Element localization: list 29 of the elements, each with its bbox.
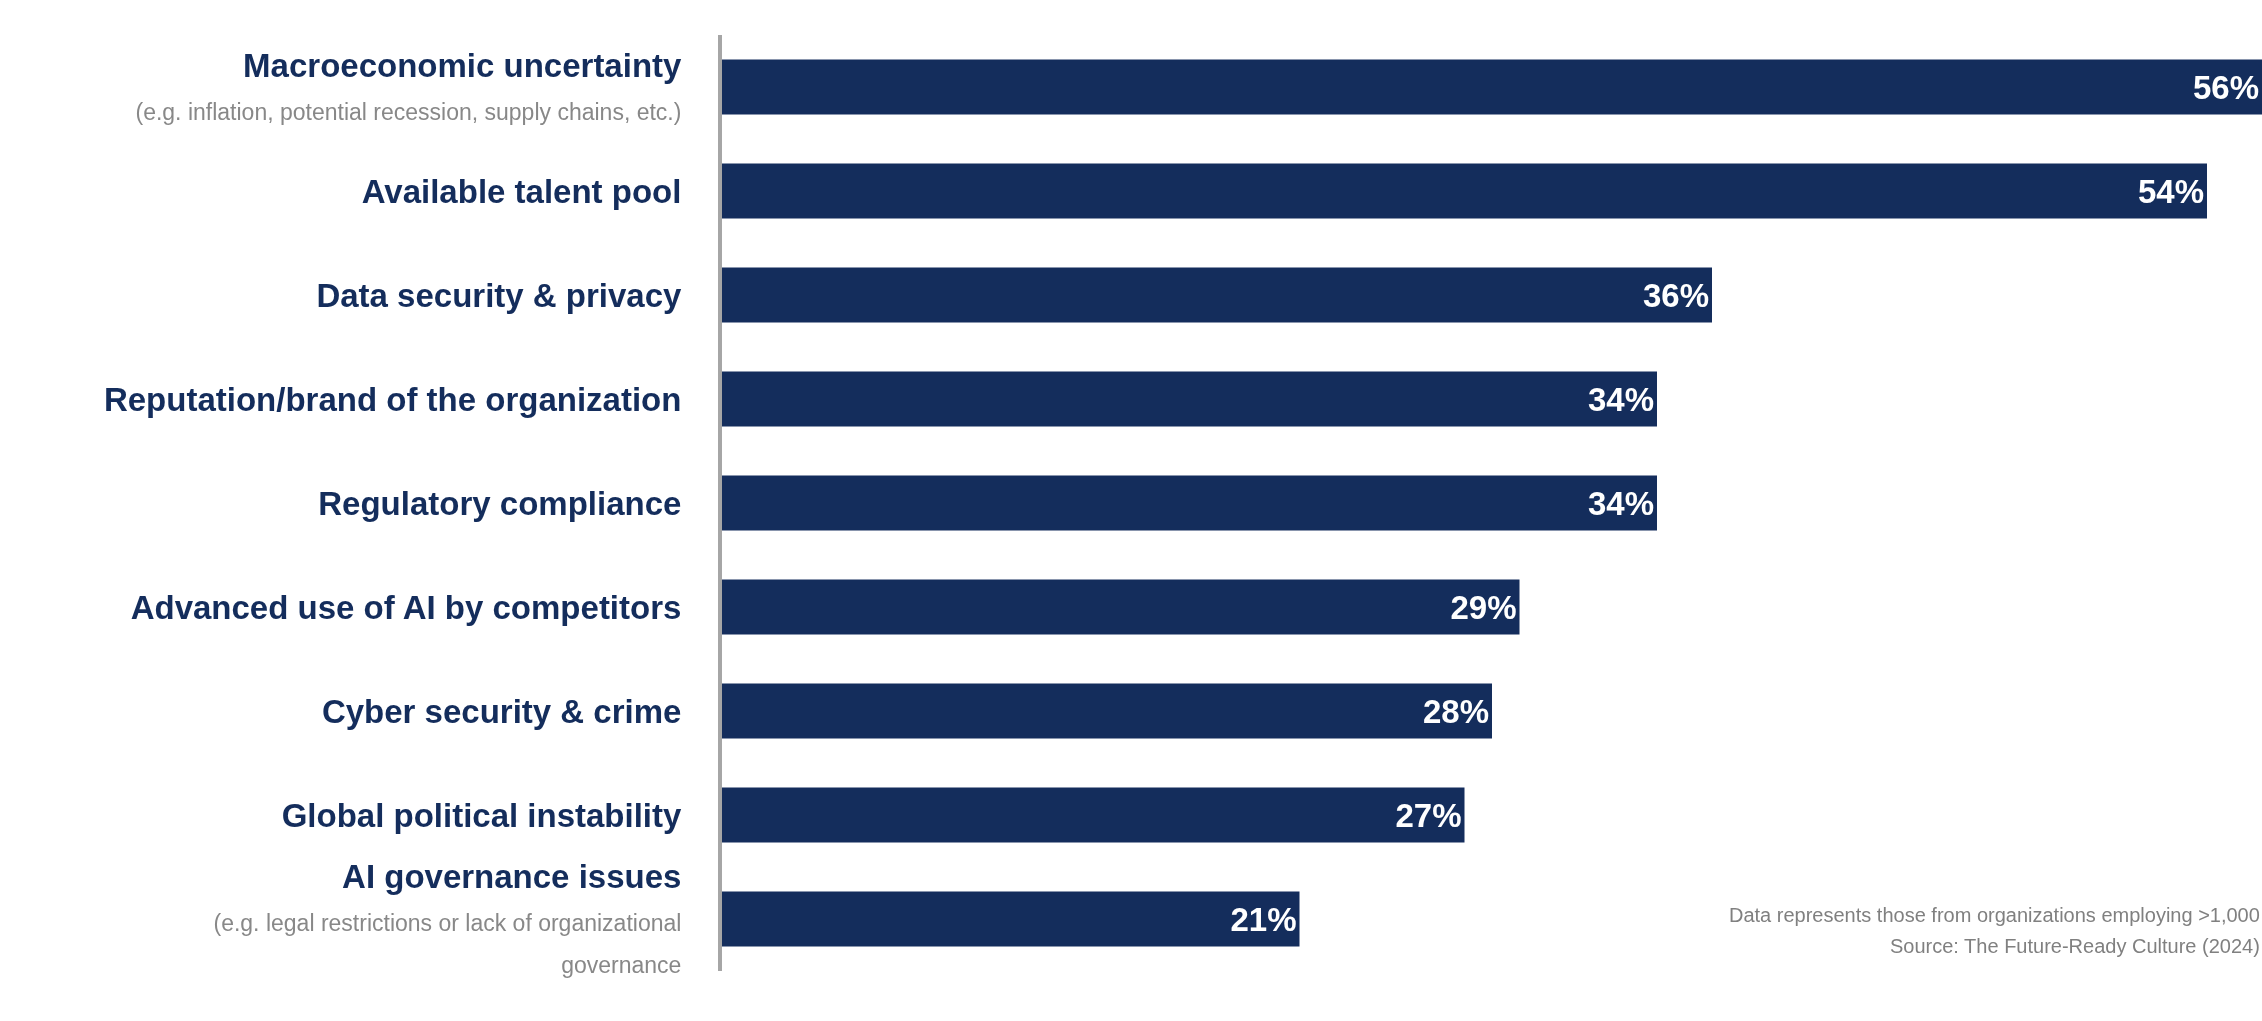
y-tick-label: Data security & privacy — [316, 276, 683, 314]
y-tick-label: Advanced use of AI by competitors — [130, 588, 682, 626]
data-label: 21% — [1230, 900, 1297, 938]
y-tick-label: Cyber security & crime — [321, 692, 682, 730]
bar — [722, 787, 1465, 843]
bar — [722, 683, 1492, 739]
data-label: 54% — [2137, 172, 2204, 210]
annotation: Source: The Future-Ready Culture (2024) — [1890, 935, 2260, 957]
bar — [722, 163, 2207, 219]
y-tick-label: Regulatory compliance — [318, 484, 682, 522]
y-tick-label: AI governance issues (e.g. legal restrictions or lack of organizational governance — [213, 857, 682, 979]
y-tick-label: Available talent pool — [361, 172, 682, 210]
annotation: Data represents those from organizations employing >1,000 — [1729, 904, 2260, 926]
data-label: 27% — [1395, 796, 1462, 834]
data-label: 28% — [1422, 692, 1489, 730]
data-label: 34% — [1587, 484, 1654, 522]
data-label: 29% — [1450, 588, 1517, 626]
data-label: 36% — [1642, 276, 1709, 314]
bar — [722, 579, 1520, 635]
bar — [722, 891, 1300, 947]
data-label: 56% — [2192, 68, 2259, 106]
bar — [722, 267, 1712, 323]
bar — [722, 59, 2262, 115]
bar — [722, 371, 1657, 427]
y-tick-label: Global political instability — [281, 796, 683, 834]
y-tick-label: Reputation/brand of the organization — [103, 380, 682, 418]
bar — [722, 475, 1657, 531]
y-tick-label: Macroeconomic uncertainty (e.g. inflation, potential recession, supply chains, etc.) — [135, 47, 683, 125]
data-label: 34% — [1587, 380, 1654, 418]
